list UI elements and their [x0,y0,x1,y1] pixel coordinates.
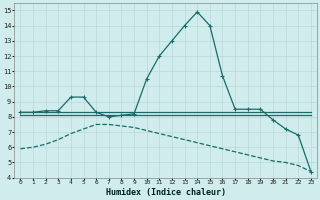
X-axis label: Humidex (Indice chaleur): Humidex (Indice chaleur) [106,188,226,197]
